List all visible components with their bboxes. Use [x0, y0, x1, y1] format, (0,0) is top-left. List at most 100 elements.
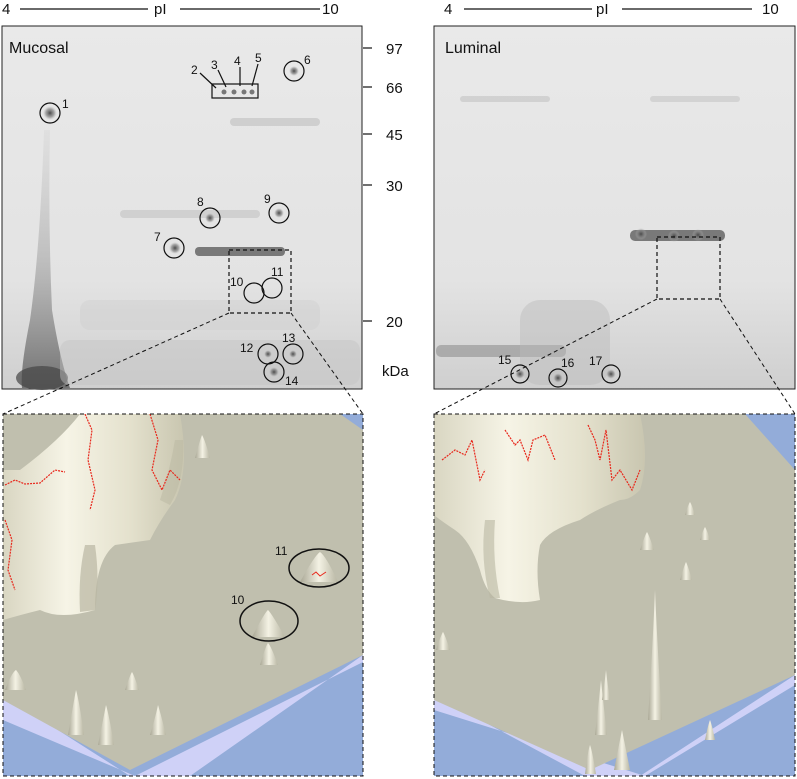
spot-markers: [39, 60, 305, 383]
spot-label: 1: [62, 97, 69, 111]
spot-label: 6: [304, 53, 311, 67]
contour-line: [149, 414, 181, 492]
gel-spot: [231, 89, 237, 95]
spot-marker: [282, 343, 304, 365]
surface-peak: [300, 552, 338, 582]
spot-label: 9: [264, 192, 271, 206]
zoom-panel-mucosal: [3, 414, 363, 776]
zoom-region-box: [228, 249, 292, 314]
surface-ridge-shade: [483, 520, 500, 598]
gel-band: [436, 345, 566, 357]
gel-spot: [269, 367, 279, 377]
spot-label: 11: [271, 265, 284, 279]
spot-group-box: [211, 83, 259, 99]
gel-band: [195, 247, 285, 256]
spot-label: 14: [285, 374, 299, 388]
gel-streak: [21, 130, 70, 388]
zoom-spot-marker: [239, 600, 299, 642]
gel-spot: [249, 89, 255, 95]
zoom-spot-marker: [288, 548, 350, 588]
pi-axis-luminal: 4 pI 10: [444, 1, 779, 18]
surface-peak: [602, 670, 610, 700]
pi-axis-label: pI: [596, 1, 609, 18]
gel-band: [230, 118, 320, 126]
surface-peak: [640, 532, 654, 550]
surface-edge: [434, 675, 795, 776]
surface-peak: [700, 527, 710, 540]
gel-band: [120, 210, 260, 218]
spot-label: 7: [154, 230, 161, 244]
panel-title: Luminal: [445, 40, 501, 57]
zoom-panel-mucosal-frame: 11 10: [2, 413, 364, 777]
spot-label: 12: [240, 341, 254, 355]
spot-label: 8: [197, 195, 204, 209]
surface-peak: [595, 680, 607, 735]
spot-label: 5: [255, 51, 262, 65]
surface-peak: [585, 745, 596, 774]
spot-label: 4: [234, 54, 241, 68]
spot-marker: [163, 237, 185, 259]
contour-line: [4, 519, 16, 591]
gel-spot: [289, 350, 297, 358]
zoom-connector-line: [2, 312, 230, 415]
surface-peak: [125, 672, 139, 690]
pi-axis-mucosal: 4 pI 10: [2, 1, 339, 18]
panel-title: Mucosal: [9, 40, 69, 57]
zoom-frame: [433, 413, 796, 777]
spot-marker: [548, 368, 568, 388]
spot-label: 16: [561, 356, 575, 370]
leader-line: [199, 72, 217, 89]
zoom-spot-label: 10: [231, 593, 245, 607]
pi-min-label: 4: [2, 1, 10, 18]
surface-peak: [685, 502, 695, 515]
surface-ridge-shade: [160, 440, 184, 505]
surface-peak: [252, 610, 285, 637]
zoom-spot-label: 11: [275, 544, 288, 558]
zoom-connectors: [2, 298, 796, 415]
gel-spot: [668, 230, 680, 242]
leader-line: [217, 69, 227, 88]
gel-spot: [515, 369, 525, 379]
gel-panel-mucosal: Mucosal 1 2 3 4 5 6 7 8: [1, 25, 363, 390]
gel-spot: [43, 106, 57, 120]
spot-label: 10: [230, 275, 244, 289]
gel-spot: [289, 66, 299, 76]
mass-tick-label: 45: [386, 127, 403, 144]
gel-background: [1, 25, 363, 390]
spot-labels: 15 16 17: [498, 353, 603, 370]
surface-peak: [5, 670, 26, 690]
spot-label: 13: [282, 331, 296, 345]
leader-line: [251, 63, 259, 87]
pi-axis-label: pI: [154, 1, 167, 18]
spot-marker: [261, 277, 283, 299]
gel-band: [460, 96, 550, 102]
spot-label: 15: [498, 353, 512, 367]
pi-max-label: 10: [322, 1, 339, 18]
gel-band: [650, 96, 740, 102]
surface-peak: [150, 705, 166, 735]
contour-line: [441, 438, 486, 482]
spot-marker: [283, 60, 305, 82]
gel-streak-base: [16, 366, 68, 390]
mass-tick-label: 30: [386, 178, 403, 195]
gel-band: [60, 340, 360, 385]
gel-panel-luminal: Luminal 15 16 17: [433, 25, 796, 390]
contour-line: [587, 424, 641, 492]
spot-marker: [263, 361, 285, 383]
gel-spot: [692, 229, 704, 241]
surface-peak: [68, 690, 84, 735]
surface-peak: [195, 435, 210, 458]
zoom-frame: [2, 413, 364, 777]
surface-peak: [705, 720, 715, 740]
spot-marker: [601, 364, 621, 384]
gel-spot: [205, 213, 215, 223]
gel-spot: [606, 369, 616, 379]
contour-line: [311, 571, 327, 577]
contour-line: [504, 429, 556, 462]
surface-peak: [648, 590, 662, 720]
gel-spot: [274, 208, 284, 218]
spot-marker: [199, 207, 221, 229]
mass-axis: 97 66 45 30 20 kDa: [363, 41, 409, 380]
mass-tick-label: 97: [386, 41, 403, 58]
